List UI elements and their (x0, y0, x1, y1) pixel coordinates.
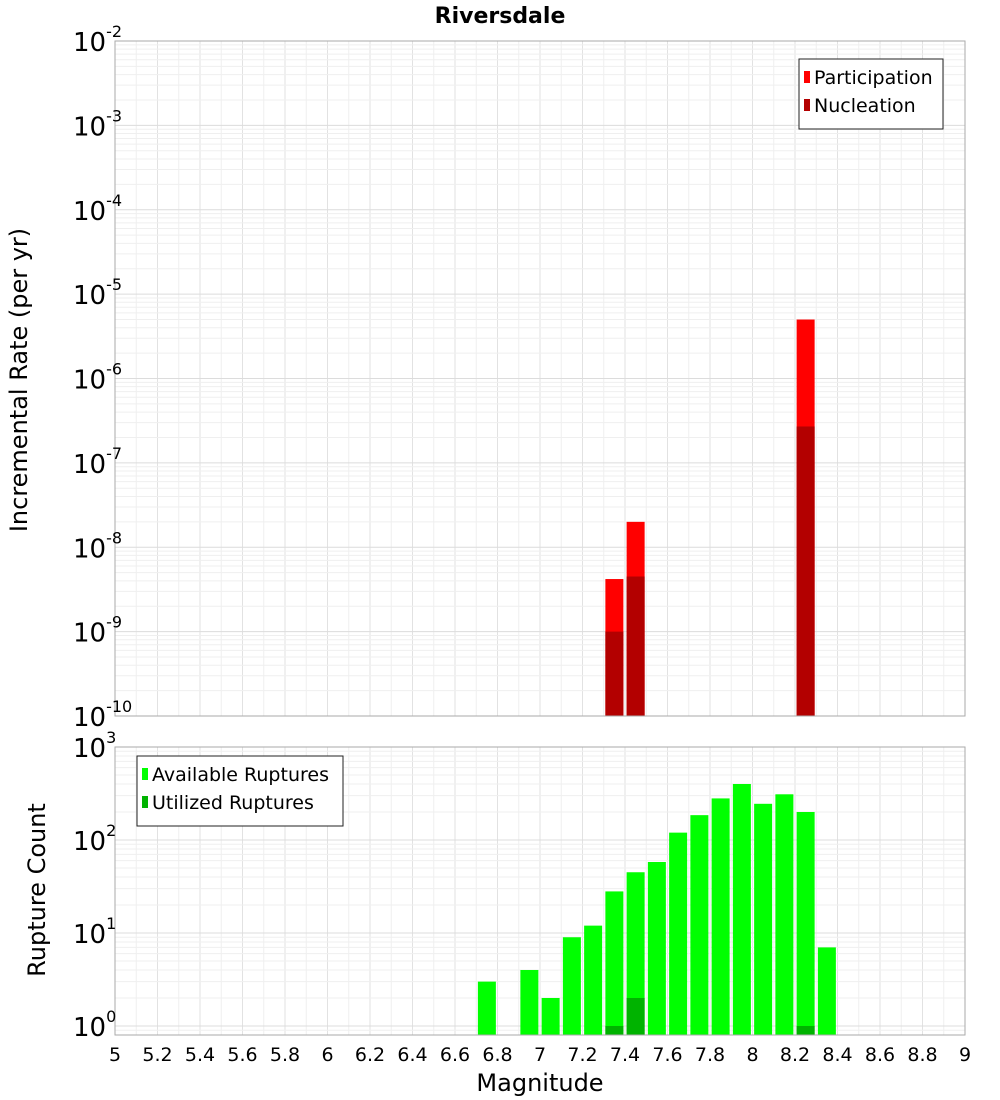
legend-box (136, 755, 344, 827)
bar-available-ruptures (605, 891, 624, 1035)
x-tick-label: 6.8 (482, 1044, 512, 1066)
x-tick-label: 5.2 (142, 1044, 172, 1066)
x-tick-label: 8 (746, 1044, 758, 1066)
y-tick-label: 10-6 (73, 360, 122, 396)
legend-box (798, 58, 944, 130)
legend-label: Utilized Ruptures (152, 792, 314, 814)
bar-available-ruptures (817, 947, 836, 1035)
x-tick-label: 5 (109, 1044, 121, 1066)
x-tick-label: 5.6 (227, 1044, 257, 1066)
legend-label: Participation (814, 67, 933, 89)
y-tick-label: 101 (73, 914, 116, 950)
x-tick-label: 8.8 (907, 1044, 937, 1066)
bar-available-ruptures (711, 798, 730, 1035)
y-tick-label: 102 (73, 821, 116, 857)
x-tick-label: 9 (959, 1044, 971, 1066)
bar-utilized-ruptures (605, 1025, 624, 1035)
bar-available-ruptures (669, 832, 688, 1035)
bar-available-ruptures (775, 794, 794, 1035)
x-tick-label: 8.6 (865, 1044, 895, 1066)
x-tick-label: 7 (534, 1044, 546, 1066)
x-tick-label: 6.6 (440, 1044, 470, 1066)
x-tick-label: 7.2 (567, 1044, 597, 1066)
x-axis-label: Magnitude (476, 1069, 603, 1097)
bar-available-ruptures (520, 969, 539, 1035)
bar-available-ruptures (754, 803, 773, 1035)
y-tick-label: 10-5 (73, 275, 122, 311)
bar-available-ruptures (541, 997, 560, 1035)
x-tick-label: 7.6 (652, 1044, 682, 1066)
y-tick-label: 103 (73, 728, 116, 764)
bottom-y-axis-label: Rupture Count (23, 803, 51, 977)
x-tick-label: 8.2 (780, 1044, 810, 1066)
x-tick-label: 5.8 (270, 1044, 300, 1066)
legend-label: Nucleation (814, 95, 916, 117)
top-y-axis-label: Incremental Rate (per yr) (5, 228, 33, 532)
bar-nucleation (626, 576, 645, 716)
y-tick-label: 10-2 (73, 22, 122, 58)
y-tick-label: 100 (73, 1007, 116, 1043)
plot-frame (114, 40, 966, 717)
y-tick-label: 10-3 (73, 106, 122, 142)
legend-label: Available Ruptures (152, 764, 329, 786)
x-tick-label: 8.4 (822, 1044, 852, 1066)
bar-available-ruptures (477, 981, 496, 1035)
bar-nucleation (796, 426, 815, 716)
legend-swatch (142, 768, 148, 780)
bar-utilized-ruptures (626, 997, 645, 1035)
y-tick-label: 10-7 (73, 444, 122, 480)
bar-available-ruptures (647, 861, 666, 1035)
x-tick-label: 6 (321, 1044, 333, 1066)
bar-available-ruptures (732, 784, 751, 1035)
x-tick-label: 6.2 (355, 1044, 385, 1066)
bar-available-ruptures (796, 812, 815, 1035)
x-tick-label: 6.4 (397, 1044, 427, 1066)
x-tick-label: 5.4 (185, 1044, 215, 1066)
y-tick-label: 10-9 (73, 613, 122, 649)
bar-available-ruptures (562, 937, 581, 1035)
y-tick-label: 10-4 (73, 191, 122, 227)
x-tick-label: 7.4 (610, 1044, 640, 1066)
legend-swatch (804, 99, 810, 111)
y-tick-label: 10-10 (73, 697, 132, 733)
x-tick-label: 7.8 (695, 1044, 725, 1066)
y-tick-label: 10-8 (73, 528, 122, 564)
chart-title: Riversdale (435, 4, 566, 29)
bar-available-ruptures (690, 815, 709, 1035)
bar-available-ruptures (584, 925, 603, 1035)
legend-swatch (804, 71, 810, 83)
top-plot: 10-2 10-3 10-4 10-5 10-6 10-7 10-8 10-9 10-10 Par… (73, 22, 966, 733)
bottom-plot: 103 102 101 100 Available Ruptures Utilized R… (73, 728, 971, 1066)
bar-utilized-ruptures (796, 1025, 815, 1035)
legend: Participation Nucleation (798, 58, 944, 130)
plot-frame (114, 746, 966, 1036)
legend: Available Ruptures Utilized Ruptures (136, 755, 344, 827)
legend-swatch (142, 796, 148, 808)
bar-available-ruptures (626, 872, 645, 1035)
bar-nucleation (605, 631, 624, 716)
